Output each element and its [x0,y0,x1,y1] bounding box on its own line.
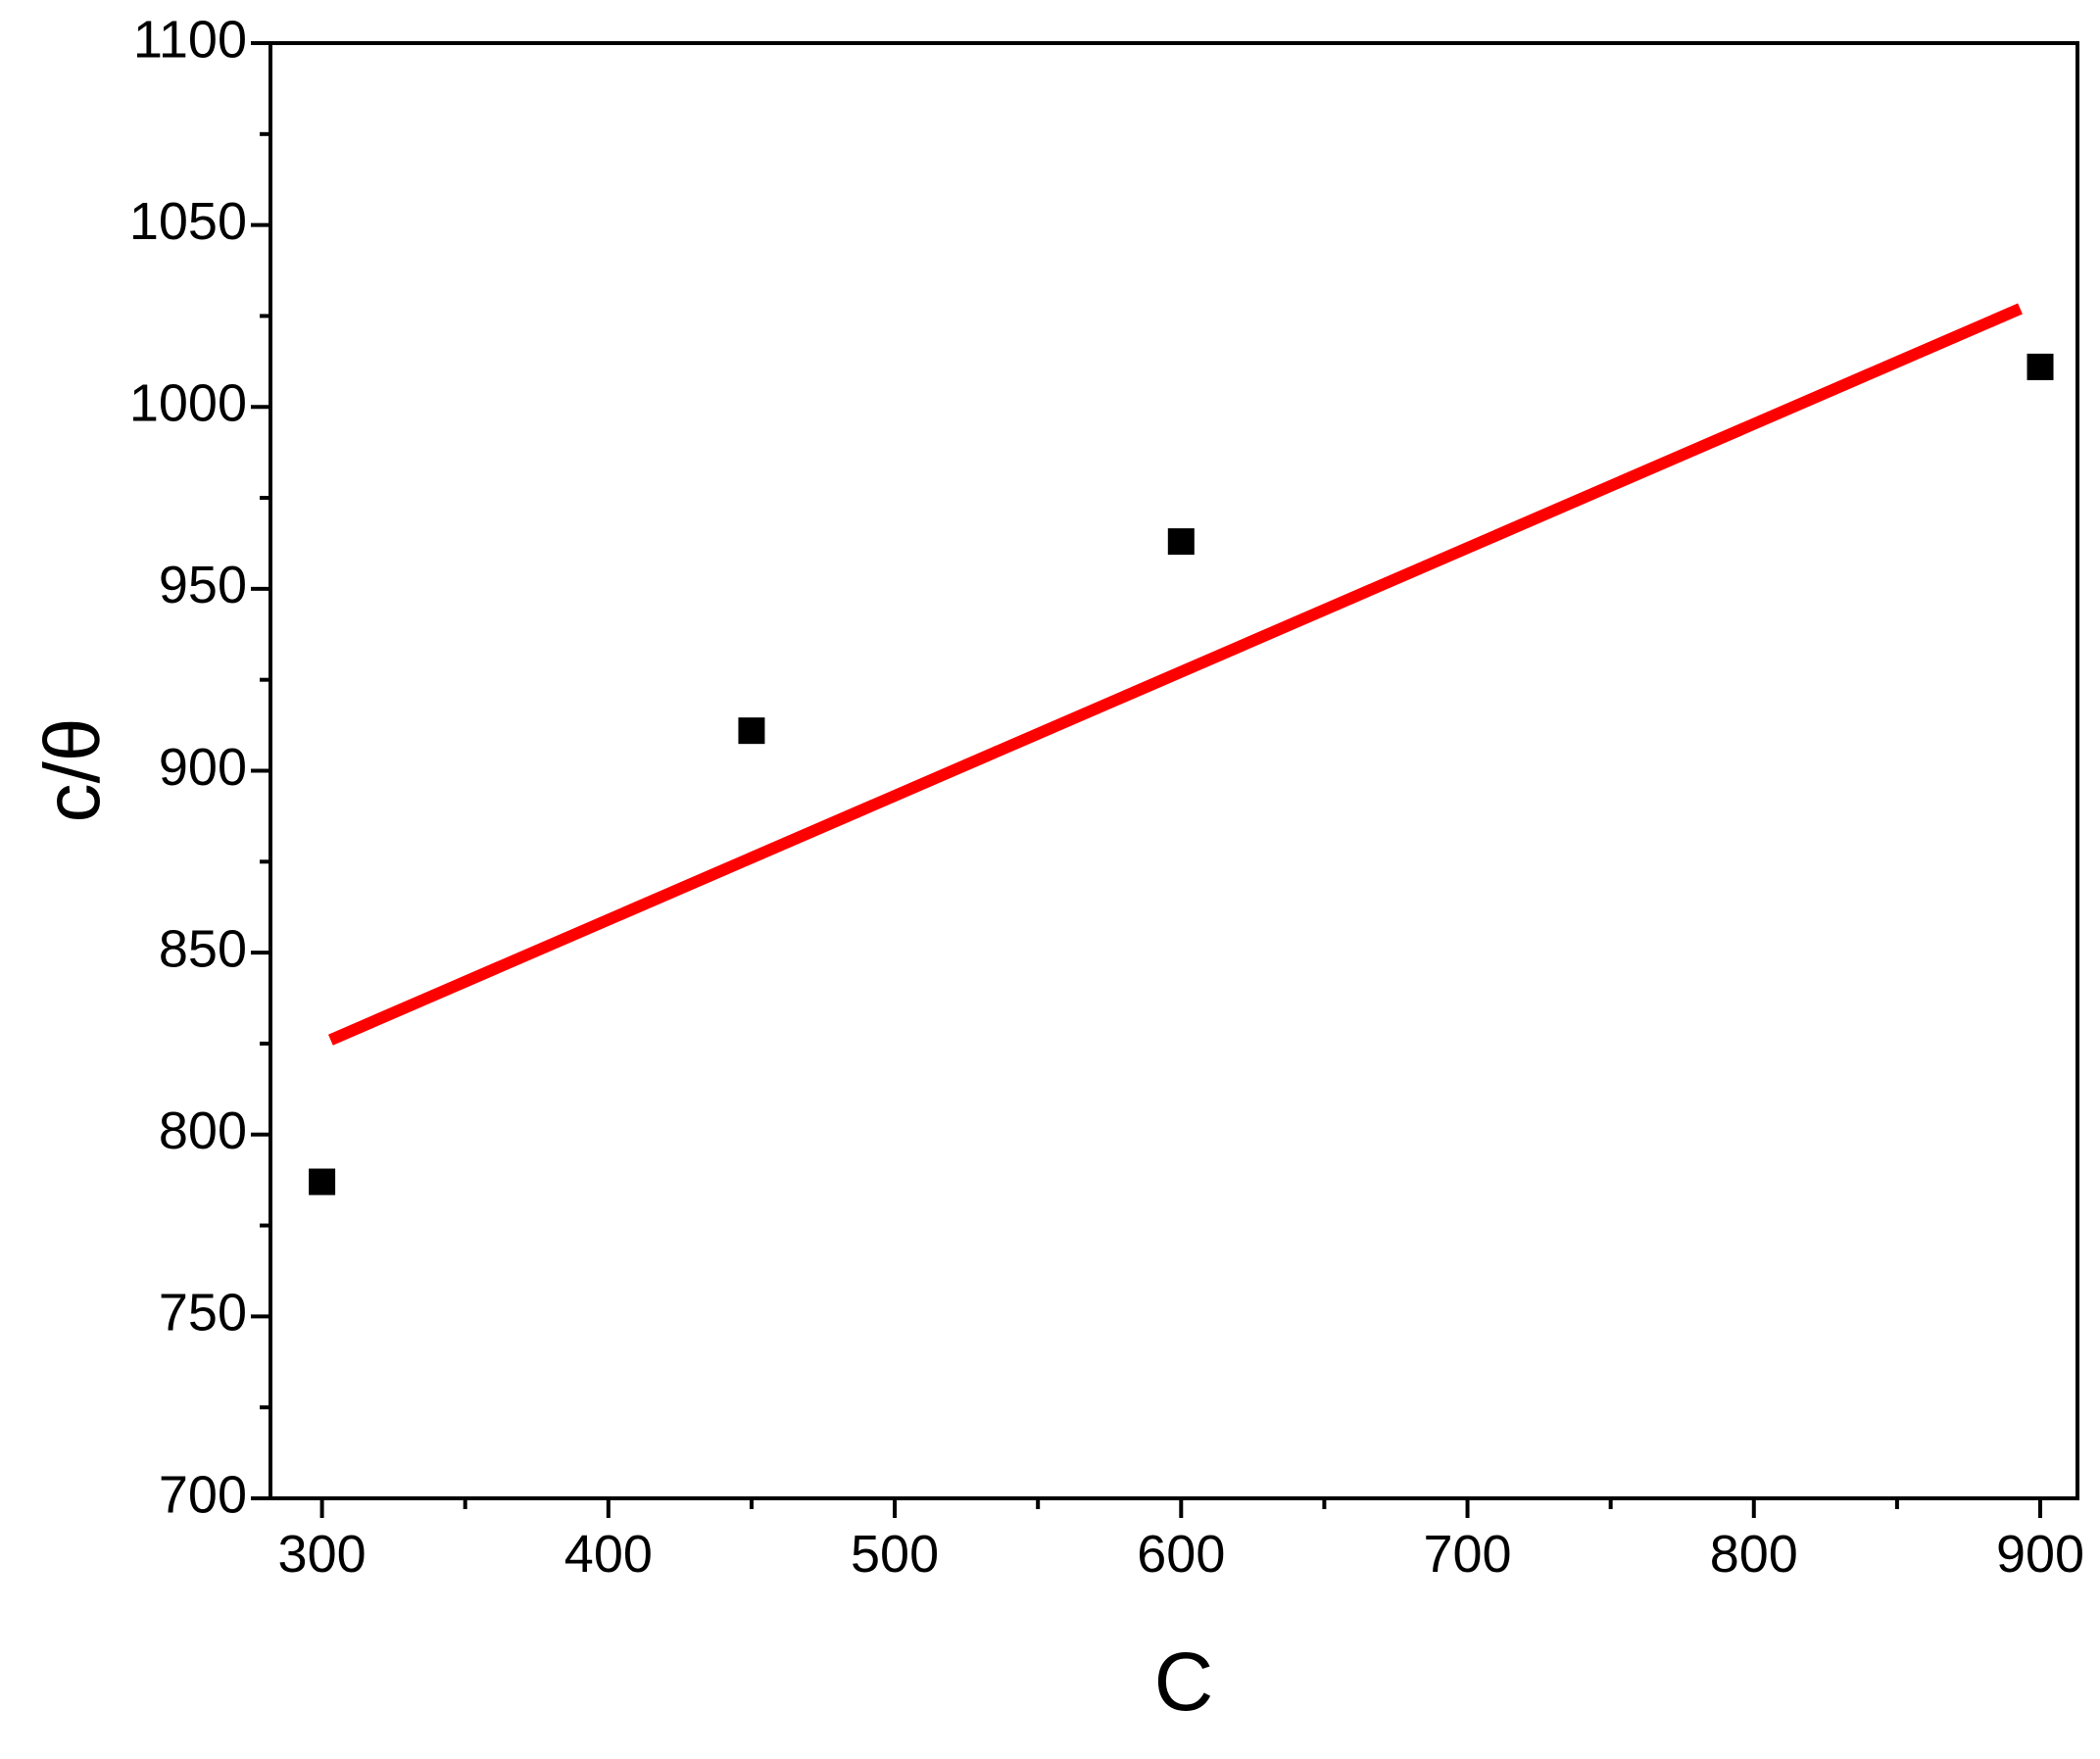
y-axis-title: c/θ [28,718,116,823]
y-tick-label: 900 [159,738,247,797]
fit-line [327,303,2023,1046]
data-point [738,717,765,745]
x-tick-label: 600 [1137,1525,1225,1584]
x-tick-label: 900 [1996,1525,2084,1584]
x-axis-title: C [1154,1636,1214,1728]
plot-frame [269,41,2079,1500]
y-tick-label: 950 [159,556,247,614]
y-tick-label: 850 [159,919,247,978]
x-tick-label: 300 [278,1525,366,1584]
data-point [1167,528,1195,556]
x-tick-label: 400 [564,1525,653,1584]
y-tick-label: 700 [159,1465,247,1524]
data-point [309,1168,336,1196]
data-point [2027,353,2054,380]
x-tick-label: 800 [1710,1525,1798,1584]
y-tick-label: 1050 [129,192,247,251]
y-tick-label: 750 [159,1284,247,1343]
y-tick-label: 1100 [133,10,247,69]
y-tick-label: 800 [159,1101,247,1160]
x-tick-label: 700 [1423,1525,1511,1584]
y-tick-label: 1000 [129,374,247,433]
x-tick-label: 500 [851,1525,939,1584]
